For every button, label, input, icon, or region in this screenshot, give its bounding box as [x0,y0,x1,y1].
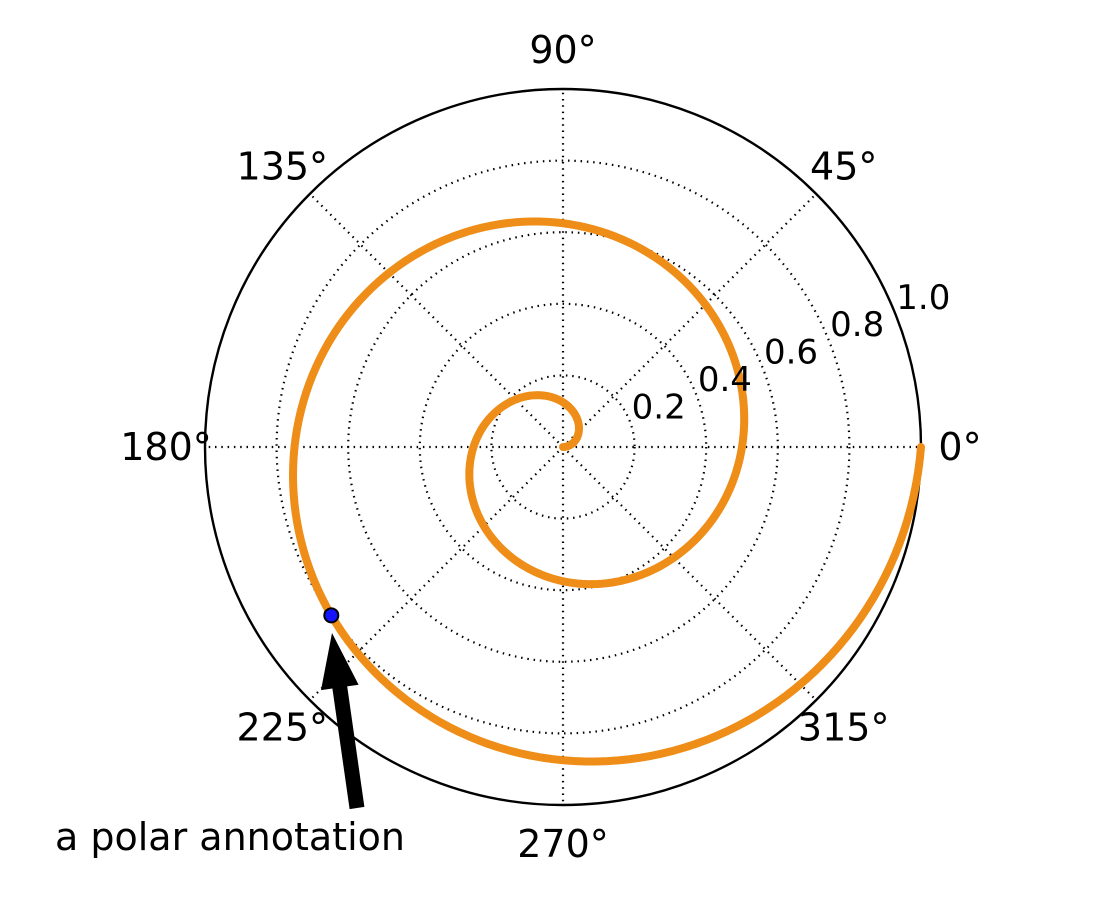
r-tick-label-0.6: 0.6 [764,333,818,373]
theta-tick-label-90: 90° [529,28,596,72]
annotation-text: a polar annotation [55,815,405,859]
data-point-marker [323,607,340,624]
theta-gridline-315 [562,446,817,701]
r-tick-label-1.0: 1.0 [896,278,950,318]
r-gridline-0.2 [490,374,636,520]
theta-tick-label-45: 45° [810,144,877,188]
theta-tick-label-0: 0° [938,425,981,469]
theta-tick-label-225: 225° [237,706,329,750]
theta-tick-label-180: 180° [120,425,212,469]
r-gridline-0.8 [275,159,851,735]
spiral-line [289,217,925,766]
r-gridline-0.4 [418,302,708,592]
theta-tick-label-315: 315° [798,706,890,750]
theta-tick-label-135: 135° [237,144,329,188]
r-tick-label-0.2: 0.2 [632,387,686,427]
r-tick-label-0.4: 0.4 [698,360,752,400]
r-tick-label-0.8: 0.8 [830,305,884,345]
theta-tick-label-270: 270° [517,822,609,866]
annotation-arrow [321,633,365,810]
theta-gridline-225 [309,446,564,701]
tick-labels: 0° 45° 90° 135° 180° 225° 270° 315° 0.2 0.4 0.6 0.8… [120,28,981,866]
